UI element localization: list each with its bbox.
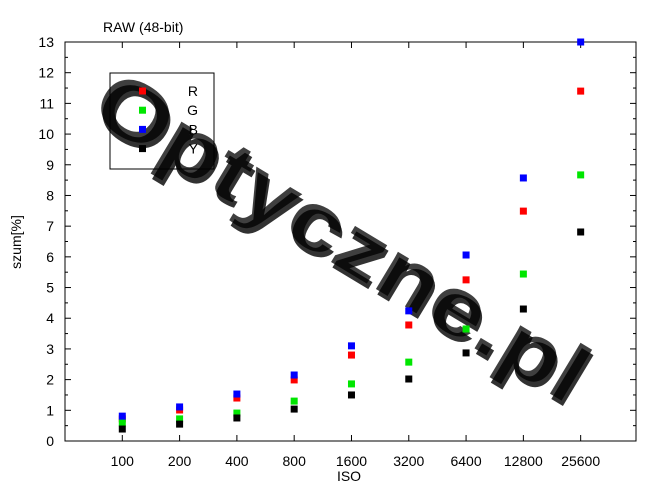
y-axis-label: szum[%]	[8, 215, 24, 269]
x-tick-labels: 100 200 400 800 1600 3200 6400 12800 25600	[111, 453, 601, 469]
point-R-6400	[462, 276, 470, 284]
point-Y-400	[233, 414, 241, 422]
y-tick-label: 2	[46, 372, 54, 388]
point-G-200	[176, 415, 184, 423]
point-G-100	[118, 419, 126, 427]
point-G-3200	[405, 358, 413, 366]
axis-ticks	[65, 41, 636, 442]
y-tick-label: 12	[38, 65, 54, 81]
y-tick-label: 4	[46, 310, 54, 326]
data-points	[118, 38, 585, 433]
y-tick-label: 7	[46, 218, 54, 234]
point-Y-100	[118, 425, 126, 433]
point-B-400	[233, 390, 241, 398]
x-tick-label: 1600	[336, 453, 367, 469]
point-Y-25600	[577, 228, 585, 236]
point-G-400	[233, 409, 241, 417]
legend-marker-R	[139, 87, 146, 95]
point-Y-1600	[347, 391, 355, 399]
watermark: Optyczne.pl	[78, 53, 605, 419]
x-axis-label: ISO	[337, 468, 361, 484]
x-tick-label: 100	[111, 453, 135, 469]
point-R-400	[233, 394, 241, 402]
point-G-6400	[462, 325, 470, 333]
chart-title: RAW (48-bit)	[103, 19, 183, 35]
legend-marker-G	[139, 106, 146, 114]
x-tick-label: 400	[225, 453, 249, 469]
point-Y-200	[176, 420, 184, 428]
point-Y-800	[290, 405, 298, 413]
point-R-1600	[347, 351, 355, 359]
point-B-25600	[577, 38, 585, 46]
point-B-1600	[347, 342, 355, 350]
y-tick-label: 5	[46, 280, 54, 296]
legend-marker-Y	[139, 145, 146, 153]
point-R-25600	[577, 87, 585, 95]
x-tick-label: 800	[283, 453, 307, 469]
point-Y-3200	[405, 375, 413, 383]
watermark-layer: Optyczne.pl Optyczne.pl	[78, 53, 606, 425]
legend-label-R: R	[188, 83, 198, 99]
y-tick-label: 9	[46, 157, 54, 173]
legend-marker-B	[139, 125, 146, 133]
y-tick-label: 10	[38, 126, 54, 142]
point-B-6400	[462, 251, 470, 259]
point-B-800	[290, 371, 298, 379]
y-tick-label: 13	[38, 34, 54, 50]
legend-label-B: B	[189, 121, 198, 137]
legend-label-Y: Y	[189, 141, 199, 157]
x-tick-label: 200	[168, 453, 192, 469]
point-G-12800	[519, 270, 527, 278]
y-tick-label: 6	[46, 249, 54, 265]
point-B-200	[176, 403, 184, 411]
point-R-3200	[405, 321, 413, 329]
point-G-1600	[347, 380, 355, 388]
legend-box	[109, 72, 215, 170]
point-B-3200	[405, 307, 413, 315]
y-tick-label: 1	[46, 402, 54, 418]
x-tick-label: 6400	[450, 453, 481, 469]
y-tick-label: 8	[46, 187, 54, 203]
y-tick-label: 0	[46, 433, 54, 449]
x-tick-label: 25600	[561, 453, 600, 469]
y-tick-label: 11	[39, 95, 54, 111]
x-tick-label: 3200	[393, 453, 424, 469]
point-B-12800	[519, 174, 527, 182]
point-R-12800	[519, 207, 527, 215]
point-G-800	[290, 397, 298, 405]
point-R-800	[290, 376, 298, 384]
legend-label-G: G	[187, 102, 198, 118]
point-B-100	[118, 412, 126, 420]
x-tick-label: 12800	[504, 453, 543, 469]
y-tick-label: 3	[46, 341, 54, 357]
point-Y-6400	[462, 349, 470, 357]
point-Y-12800	[519, 305, 527, 313]
point-G-25600	[577, 171, 585, 179]
